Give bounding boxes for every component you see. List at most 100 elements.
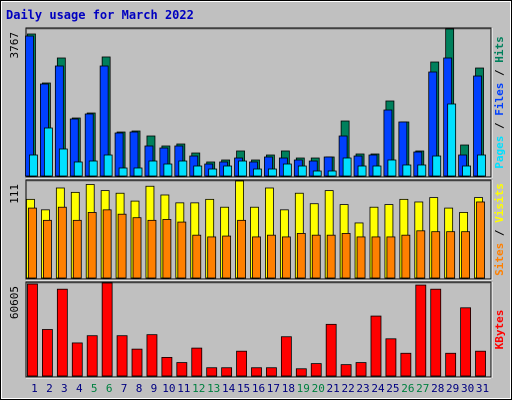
bar bbox=[42, 329, 53, 377]
x-tick-label: 25 bbox=[386, 382, 399, 395]
x-tick-label: 1 bbox=[31, 382, 38, 395]
bar bbox=[147, 219, 157, 279]
bar bbox=[282, 163, 292, 177]
bar bbox=[132, 217, 142, 279]
x-tick-label: 9 bbox=[151, 382, 158, 395]
bar bbox=[28, 207, 37, 279]
bar bbox=[415, 284, 427, 377]
x-tick-label: 13 bbox=[207, 382, 220, 395]
bar bbox=[356, 236, 366, 279]
x-tick-label: 27 bbox=[416, 382, 429, 395]
x-tick-label: 4 bbox=[76, 382, 83, 395]
x-tick-label: 20 bbox=[312, 382, 325, 395]
legend-separator: / bbox=[493, 116, 506, 136]
x-tick-label: 22 bbox=[341, 382, 354, 395]
bar bbox=[86, 335, 98, 377]
bar bbox=[236, 350, 247, 377]
legend-entry: Visits bbox=[493, 183, 506, 223]
bar bbox=[475, 350, 486, 377]
y-tick-label: 3767 bbox=[8, 32, 21, 59]
bar bbox=[310, 363, 322, 377]
bar bbox=[430, 288, 442, 377]
bar bbox=[341, 233, 351, 279]
bar bbox=[400, 352, 412, 377]
bar bbox=[416, 230, 426, 279]
bar bbox=[326, 234, 336, 279]
bar bbox=[417, 164, 427, 177]
bar bbox=[252, 236, 261, 279]
bar bbox=[476, 201, 485, 279]
bar bbox=[72, 219, 82, 279]
bar bbox=[73, 161, 83, 177]
x-tick-label: 14 bbox=[222, 382, 236, 395]
legend: Pages / Files / Hits bbox=[493, 36, 506, 169]
bar bbox=[401, 234, 411, 279]
bar bbox=[312, 170, 322, 177]
bar bbox=[461, 231, 470, 279]
bar bbox=[325, 323, 337, 377]
bar bbox=[295, 368, 307, 377]
bar bbox=[43, 219, 52, 279]
bar bbox=[446, 231, 456, 279]
bar bbox=[477, 154, 486, 177]
bar bbox=[101, 282, 113, 377]
bar bbox=[267, 234, 276, 279]
bar bbox=[116, 335, 128, 377]
bar bbox=[385, 338, 397, 377]
bar bbox=[178, 160, 188, 177]
bar bbox=[281, 236, 291, 279]
x-tick-label: 2 bbox=[46, 382, 53, 395]
bar bbox=[27, 283, 38, 377]
y-tick-label: 111 bbox=[8, 184, 21, 204]
x-tick-label: 7 bbox=[121, 382, 128, 395]
bar bbox=[327, 170, 337, 177]
x-tick-label: 28 bbox=[431, 382, 444, 395]
x-tick-label: 30 bbox=[461, 382, 474, 395]
bar bbox=[206, 367, 218, 377]
x-tick-label: 24 bbox=[371, 382, 385, 395]
x-tick-label: 3 bbox=[61, 382, 68, 395]
legend-entry: Pages bbox=[493, 136, 506, 169]
bar bbox=[118, 167, 128, 177]
bar bbox=[357, 165, 367, 177]
legend: KBytes bbox=[493, 310, 506, 350]
x-tick-label: 6 bbox=[106, 382, 113, 395]
bar bbox=[56, 288, 68, 377]
x-tick-label: 16 bbox=[252, 382, 265, 395]
bar bbox=[44, 127, 53, 177]
bar bbox=[431, 231, 441, 279]
legend-entry: KBytes bbox=[493, 310, 506, 350]
x-tick-label: 19 bbox=[297, 382, 310, 395]
bar bbox=[447, 103, 457, 177]
bar bbox=[370, 315, 382, 377]
bar bbox=[103, 154, 113, 177]
x-tick-label: 5 bbox=[91, 382, 98, 395]
bar bbox=[146, 334, 158, 377]
chart-title: Daily usage for March 2022 bbox=[6, 8, 194, 22]
legend-entry: Hits bbox=[493, 36, 506, 63]
legend: Sites / Visits bbox=[493, 183, 506, 276]
x-tick-label: 12 bbox=[192, 382, 205, 395]
bar bbox=[387, 159, 397, 177]
bar bbox=[176, 362, 188, 377]
bar bbox=[148, 160, 158, 177]
bar bbox=[268, 168, 277, 177]
x-tick-label: 18 bbox=[282, 382, 295, 395]
bar bbox=[162, 219, 172, 279]
bar bbox=[297, 165, 307, 177]
legend-entry: Files bbox=[493, 83, 506, 116]
bar bbox=[371, 236, 381, 279]
bar bbox=[266, 367, 277, 377]
x-tick-label: 26 bbox=[401, 382, 414, 395]
bar bbox=[355, 362, 367, 377]
x-tick-label: 15 bbox=[237, 382, 250, 395]
x-tick-label: 8 bbox=[136, 382, 143, 395]
bar bbox=[192, 234, 202, 279]
y-tick-label: 60605 bbox=[8, 286, 21, 319]
x-tick-label: 10 bbox=[162, 382, 175, 395]
bar bbox=[163, 163, 173, 177]
bar bbox=[223, 165, 233, 177]
bar bbox=[445, 352, 457, 377]
